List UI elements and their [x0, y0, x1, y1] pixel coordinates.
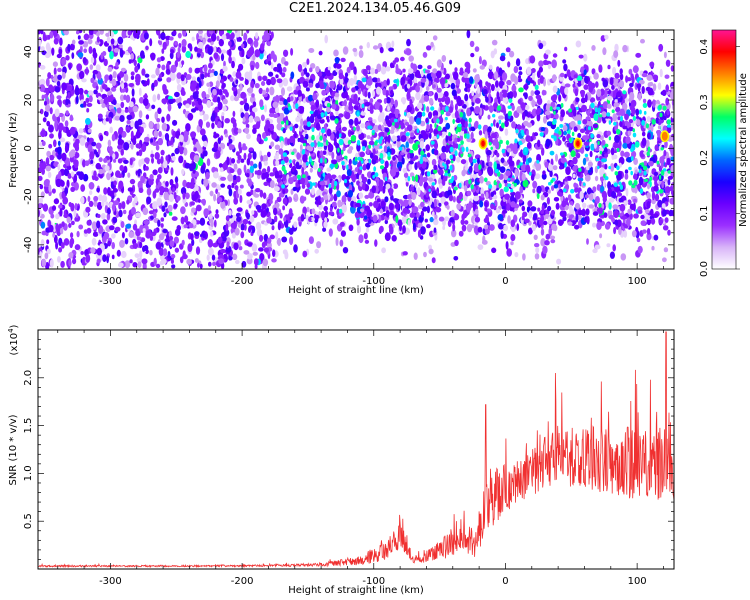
spectrogram-y-label: Frequency (Hz) — [8, 112, 19, 188]
x-tick-label: -300 — [99, 576, 122, 587]
x-tick-label: -200 — [231, 276, 254, 287]
y-tick-label: -40 — [23, 237, 34, 253]
x-tick-label: 100 — [628, 276, 647, 287]
spectral-peak — [660, 130, 670, 143]
colorbar: 0.0 0.1 0.2 0.3 0.4 Normalized spectral ampl… — [699, 29, 749, 277]
snr-x-label: Height of straight line (km) — [288, 585, 424, 596]
spectrogram-image — [38, 30, 674, 269]
x-tick-label: -100 — [362, 276, 385, 287]
snr-y-ticks: 0.5 1.0 1.5 2.0 — [23, 339, 674, 560]
colorbar-ticks: 0.0 0.1 0.2 0.3 0.4 — [699, 39, 740, 277]
x-tick-label: 0 — [502, 276, 508, 287]
spectral-peak — [573, 137, 583, 150]
colorbar-tick-label: 0.0 — [699, 261, 710, 277]
y-tick-label: 1.5 — [23, 418, 34, 434]
y-tick-label: 1.0 — [23, 465, 34, 481]
spectrogram-x-label: Height of straight line (km) — [288, 285, 424, 296]
colorbar-tick-label: 0.2 — [699, 150, 710, 166]
chart-title: C2E1.2024.134.05.46.G09 — [288, 1, 462, 16]
snr-y-multiplier: (x104) — [7, 324, 20, 355]
snr-series-line — [38, 331, 674, 569]
x-tick-label: -100 — [362, 576, 385, 587]
x-tick-label: -200 — [231, 576, 254, 587]
y-tick-label: 0 — [23, 145, 34, 151]
x-tick-label: 0 — [502, 576, 508, 587]
colorbar-tick-label: 0.4 — [699, 39, 710, 55]
snr-y-label: SNR (10 * v/v) — [8, 414, 19, 485]
snr-x-ticks: -300 -200 -100 0 100 — [57, 330, 664, 587]
colorbar-tick-label: 0.1 — [699, 205, 710, 221]
snr-panel: -300 -200 -100 0 100 0.5 1.0 1.5 2.0 Height of … — [7, 324, 675, 596]
y-tick-label: -20 — [23, 188, 34, 204]
spectral-peak — [478, 137, 488, 150]
y-tick-label: 20 — [23, 94, 34, 107]
spectrogram-x-ticks: -300 -200 -100 0 100 — [57, 30, 664, 287]
x-tick-label: -300 — [99, 276, 122, 287]
spectrogram-y-ticks: -40 -20 0 20 40 — [23, 39, 674, 270]
colorbar-gradient — [712, 30, 736, 269]
y-tick-label: 0.5 — [23, 513, 34, 529]
y-tick-label: 40 — [23, 45, 34, 58]
x-tick-label: 100 — [628, 576, 647, 587]
y-tick-label: 2.0 — [23, 370, 34, 386]
colorbar-label: Normalized spectral amplitude — [738, 73, 749, 227]
colorbar-tick-label: 0.3 — [699, 94, 710, 110]
